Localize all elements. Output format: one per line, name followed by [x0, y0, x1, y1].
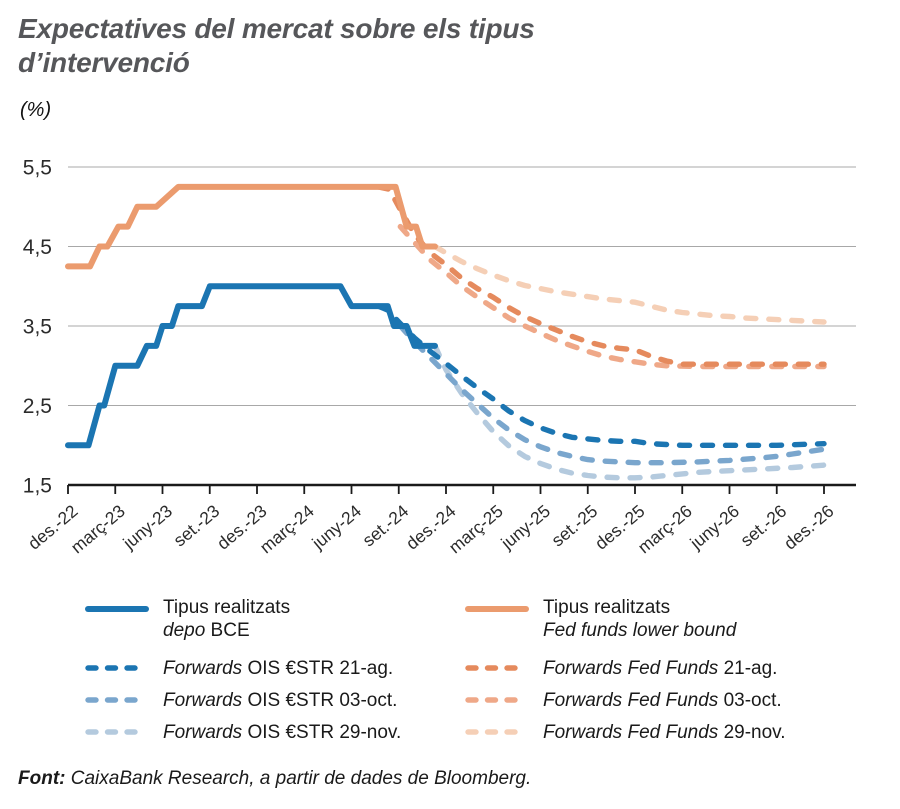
source-note: Font: CaixaBank Research, a partir de da…	[18, 768, 531, 790]
x-axis-tick-label: juny-23	[118, 501, 176, 554]
series-line-3	[397, 323, 827, 466]
line-chart: 5,54,53,52,51,5des.-22març-23juny-23set.…	[23, 157, 856, 558]
series-line-4	[432, 343, 827, 481]
legend-text: 03-oct.	[718, 689, 782, 711]
legend-text-italic: Fed funds lower bound	[543, 620, 737, 641]
legend-text-italic: depo	[163, 620, 206, 641]
x-axis-tick-label: set.-25	[547, 501, 601, 551]
x-axis-tick-label: juny-24	[307, 501, 365, 554]
legend-text-italic: Forwards Fed Funds	[543, 689, 719, 711]
legend-label: Tipus realitzats depo BCE	[163, 596, 290, 642]
chart-legend: Tipus realitzats depo BCE Tipus realitza…	[0, 592, 900, 762]
legend-swatch-solid-blue	[85, 606, 149, 612]
legend-label: Forwards OIS €STR 21-ag.	[163, 657, 393, 680]
chart-title-line1: Expectatives del mercat sobre els tipus	[18, 13, 535, 44]
series-line-5	[375, 184, 827, 367]
y-axis-tick-label: 2,5	[23, 395, 52, 418]
y-axis-tick-label: 3,5	[23, 316, 52, 339]
legend-label: Forwards Fed Funds 21-ag.	[543, 657, 777, 680]
legend-swatch-solid-orange	[465, 606, 529, 612]
legend-text: Tipus realitzats	[543, 597, 671, 618]
legend-item-tipus-realitzats-bce: Tipus realitzats depo BCE	[85, 596, 290, 642]
chart-title-line2: d’intervenció	[18, 47, 190, 78]
x-axis-tick-label: març-26	[634, 501, 696, 558]
legend-item-forwards-fed-21ag: Forwards Fed Funds 21-ag.	[465, 656, 777, 680]
y-axis-tick-label: 5,5	[23, 157, 52, 180]
y-axis-tick-label: 4,5	[23, 236, 52, 259]
source-text: CaixaBank Research, a partir de dades de…	[65, 768, 532, 789]
legend-label: Forwards Fed Funds 29-nov.	[543, 721, 786, 744]
x-axis-tick-label: juny-26	[685, 501, 743, 554]
series-line-6	[397, 223, 827, 370]
x-axis-tick-label: juny-25	[496, 501, 554, 554]
legend-label: Forwards OIS €STR 03-oct.	[163, 689, 397, 712]
legend-label: Forwards OIS €STR 29-nov.	[163, 721, 401, 744]
legend-text: 29-nov.	[718, 721, 786, 743]
series-line-2	[375, 303, 827, 448]
y-axis-tick-label: 1,5	[23, 475, 52, 498]
legend-swatch-dashed-orange-dark	[465, 665, 529, 671]
legend-text: OIS €STR 29-nov.	[242, 721, 402, 743]
legend-item-forwards-ois-03oct: Forwards OIS €STR 03-oct.	[85, 688, 397, 712]
y-axis-unit-label: (%)	[20, 99, 52, 121]
legend-text-italic: Forwards Fed Funds	[543, 721, 719, 743]
legend-text-italic: Forwards	[163, 721, 243, 743]
x-axis-tick-label: març-24	[256, 501, 318, 558]
series-line-7	[432, 243, 827, 325]
x-axis-tick-label: març-23	[67, 501, 129, 558]
source-label: Font:	[18, 768, 66, 789]
legend-text-italic: Forwards	[163, 657, 243, 679]
legend-item-forwards-fed-03oct: Forwards Fed Funds 03-oct.	[465, 688, 782, 712]
x-axis-tick-label: set.-26	[736, 501, 790, 551]
legend-swatch-dashed-blue-dark	[85, 665, 149, 671]
legend-item-forwards-ois-29nov: Forwards OIS €STR 29-nov.	[85, 720, 401, 744]
series-line-0	[65, 283, 438, 449]
legend-text: OIS €STR 21-ag.	[242, 657, 394, 679]
legend-text: 21-ag.	[718, 657, 778, 679]
legend-item-tipus-realitzats-fed: Tipus realitzats Fed funds lower bound	[465, 596, 736, 642]
legend-text: Tipus realitzats	[163, 597, 291, 618]
legend-text-italic: Forwards	[163, 689, 243, 711]
legend-swatch-dashed-orange-medium	[465, 697, 529, 703]
legend-item-forwards-fed-29nov: Forwards Fed Funds 29-nov.	[465, 720, 786, 744]
legend-swatch-dashed-blue-light	[85, 729, 149, 735]
x-axis-tick-label: set.-24	[358, 501, 412, 551]
legend-text-italic: Forwards Fed Funds	[543, 657, 719, 679]
x-axis-tick-label: set.-23	[169, 501, 223, 551]
legend-label: Forwards Fed Funds 03-oct.	[543, 689, 782, 712]
legend-label: Tipus realitzats Fed funds lower bound	[543, 596, 736, 642]
x-axis-tick-label: març-25	[445, 501, 507, 558]
legend-swatch-dashed-blue-medium	[85, 697, 149, 703]
chart-title: Expectatives del mercat sobre els tipus …	[18, 12, 658, 80]
x-axis-tick-label: des.-26	[780, 501, 838, 554]
legend-item-forwards-ois-21ag: Forwards OIS €STR 21-ag.	[85, 656, 393, 680]
series-line-1	[65, 183, 438, 270]
legend-text: OIS €STR 03-oct.	[242, 689, 398, 711]
legend-swatch-dashed-orange-light	[465, 729, 529, 735]
legend-text: BCE	[205, 620, 250, 641]
